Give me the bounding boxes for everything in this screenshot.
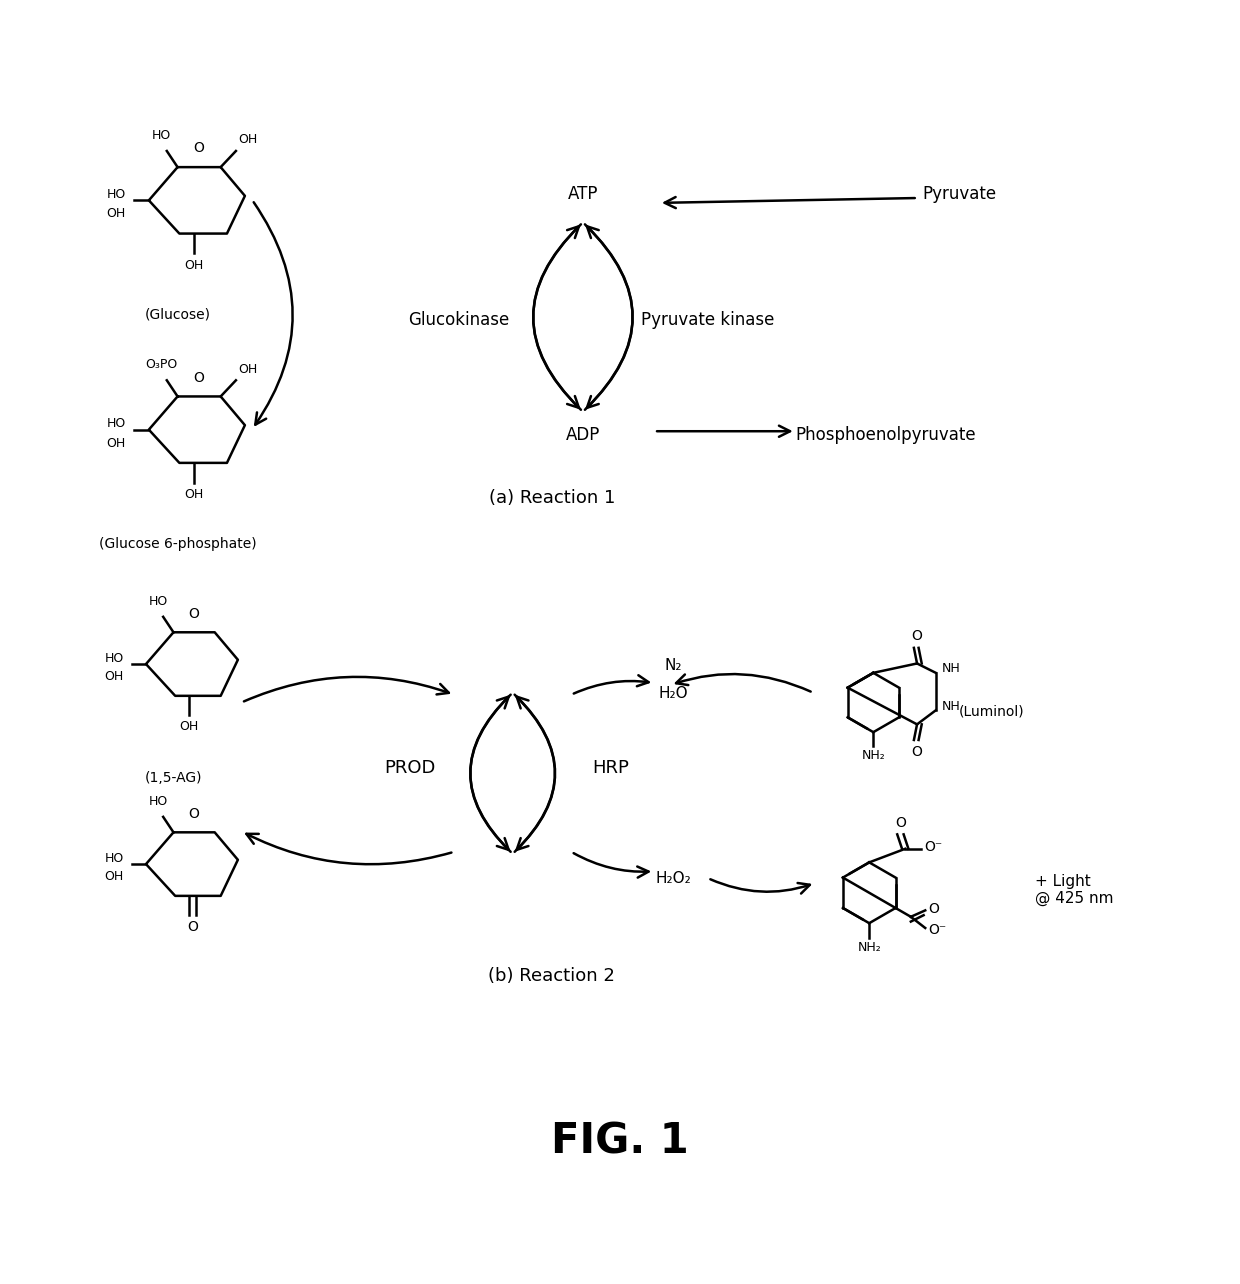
Text: HO: HO bbox=[107, 187, 125, 200]
Text: O: O bbox=[911, 745, 923, 759]
Text: O: O bbox=[188, 607, 200, 621]
Text: O: O bbox=[193, 371, 205, 385]
Text: O: O bbox=[929, 901, 940, 915]
Text: HRP: HRP bbox=[591, 759, 629, 777]
Text: O⁻: O⁻ bbox=[925, 840, 942, 854]
Text: H₂O: H₂O bbox=[658, 686, 688, 701]
Text: OH: OH bbox=[107, 207, 125, 221]
Text: OH: OH bbox=[238, 134, 258, 146]
Text: O: O bbox=[187, 919, 198, 933]
Text: HO: HO bbox=[107, 417, 125, 430]
Text: Glucokinase: Glucokinase bbox=[408, 311, 510, 329]
Text: HO: HO bbox=[104, 851, 124, 864]
Text: ATP: ATP bbox=[568, 185, 598, 203]
Text: FIG. 1: FIG. 1 bbox=[551, 1121, 689, 1162]
Text: (a) Reaction 1: (a) Reaction 1 bbox=[489, 489, 615, 507]
Text: NH: NH bbox=[942, 663, 961, 675]
Text: Phosphoenolpyruvate: Phosphoenolpyruvate bbox=[796, 426, 976, 444]
Text: HO: HO bbox=[149, 596, 167, 609]
Text: N₂: N₂ bbox=[665, 659, 682, 673]
Text: H₂O₂: H₂O₂ bbox=[656, 872, 692, 886]
Text: HO: HO bbox=[104, 651, 124, 665]
Text: NH₂: NH₂ bbox=[857, 941, 882, 954]
Text: Pyruvate kinase: Pyruvate kinase bbox=[641, 311, 775, 329]
Text: O: O bbox=[188, 808, 200, 822]
Text: OH: OH bbox=[104, 871, 124, 883]
Text: NH: NH bbox=[942, 700, 961, 713]
Text: (Glucose): (Glucose) bbox=[145, 307, 211, 321]
Text: HO: HO bbox=[151, 128, 171, 143]
Text: OH: OH bbox=[238, 363, 258, 376]
Text: Pyruvate: Pyruvate bbox=[923, 185, 997, 203]
Text: (b) Reaction 2: (b) Reaction 2 bbox=[489, 967, 615, 985]
Text: O: O bbox=[895, 815, 906, 829]
Text: OH: OH bbox=[104, 670, 124, 683]
Text: O⁻: O⁻ bbox=[929, 923, 946, 936]
Text: ADP: ADP bbox=[565, 426, 600, 444]
Text: + Light
@ 425 nm: + Light @ 425 nm bbox=[1034, 873, 1114, 907]
Text: NH₂: NH₂ bbox=[862, 750, 885, 763]
Text: O: O bbox=[911, 629, 923, 643]
Text: HO: HO bbox=[149, 795, 167, 808]
Text: OH: OH bbox=[184, 258, 203, 272]
Text: (Glucose 6-phosphate): (Glucose 6-phosphate) bbox=[99, 537, 257, 551]
Text: OH: OH bbox=[184, 488, 203, 501]
Text: (1,5-AG): (1,5-AG) bbox=[144, 770, 202, 785]
Text: (Luminol): (Luminol) bbox=[960, 705, 1024, 719]
Text: OH: OH bbox=[180, 720, 198, 733]
Text: PROD: PROD bbox=[384, 759, 436, 777]
Text: OH: OH bbox=[107, 437, 125, 449]
Text: O: O bbox=[193, 141, 205, 155]
Text: O₃PO: O₃PO bbox=[145, 358, 177, 371]
